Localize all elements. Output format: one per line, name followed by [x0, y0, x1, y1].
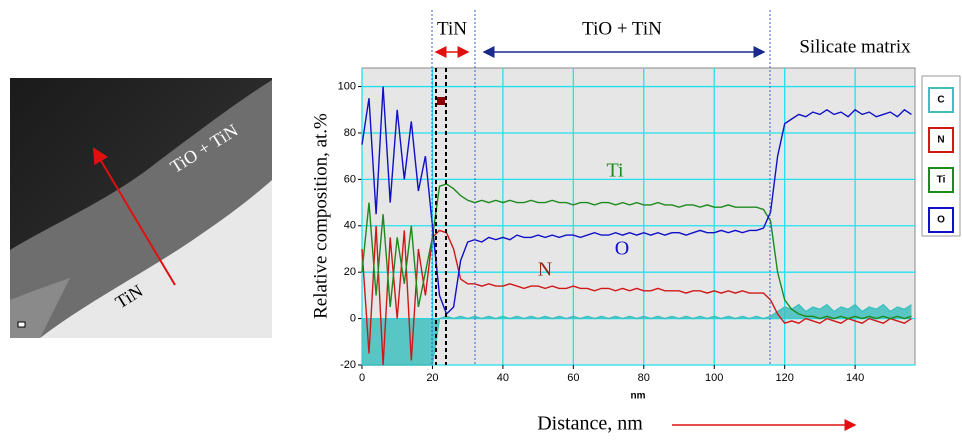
annotation: N [538, 259, 552, 281]
x-tick-label: 0 [359, 372, 365, 384]
series-line [362, 303, 912, 366]
annotation: O [615, 238, 629, 260]
legend-label: N [937, 135, 944, 146]
area [362, 304, 912, 365]
y-tick-label: 40 [344, 220, 356, 232]
x-tick-label: 60 [567, 372, 579, 384]
series-line [361, 225, 912, 366]
x-tick-label: 140 [846, 372, 864, 384]
y-tick-label: 80 [344, 127, 356, 139]
annotation: TiO + TiN [582, 18, 662, 39]
annotation: Ti [606, 160, 624, 182]
y-axis-label: Relative composition, at.% [310, 113, 331, 319]
micrograph: TiO + TiN TiN [10, 78, 272, 338]
x-axis-label: nm [631, 391, 646, 402]
legend-swatch [928, 127, 954, 153]
legend-label: C [937, 95, 944, 106]
y-tick-label: 0 [350, 313, 356, 325]
annotation: Silicate matrix [799, 36, 911, 57]
data [361, 86, 912, 366]
legend-swatch [928, 87, 954, 113]
legend-label: O [937, 215, 945, 226]
region-markers [431, 10, 857, 431]
legend-swatch [928, 167, 954, 193]
legend: C N Ti O [921, 75, 961, 237]
legend-label: Ti [937, 175, 946, 186]
y-tick-label: 20 [344, 266, 356, 278]
y-tick-label: -20 [340, 359, 356, 371]
x-tick-label: 100 [705, 372, 723, 384]
y-tick-label: 100 [338, 80, 356, 92]
x-tick-label: 20 [426, 372, 438, 384]
x-tick-label: 120 [775, 372, 793, 384]
x-tick-label: 80 [638, 372, 650, 384]
series-line [361, 86, 912, 316]
annotation: Distance, nm [537, 413, 643, 435]
series-line [361, 183, 912, 320]
annotation: TiN [437, 18, 467, 39]
legend-swatch [928, 207, 954, 233]
x-tick-label: 40 [497, 372, 509, 384]
y-tick-label: 60 [344, 173, 356, 185]
